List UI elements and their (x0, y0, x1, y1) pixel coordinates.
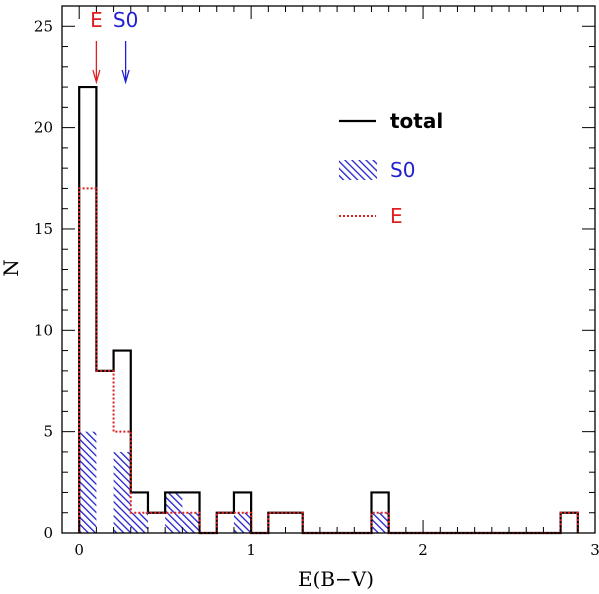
legend-label: S0 (390, 158, 415, 182)
legend: total S0 E (339, 109, 443, 228)
s0-bar (182, 512, 200, 533)
s0-bar (130, 512, 148, 533)
legend-label: E (390, 204, 403, 228)
total-series-line (78, 85, 579, 535)
arrow-head (92, 69, 101, 85)
x-tick-label: 2 (418, 541, 428, 559)
legend-swatch-s0 (339, 160, 377, 180)
s0-bar (233, 512, 252, 533)
arrow-head (121, 69, 130, 85)
plot-frame (61, 5, 596, 534)
s0-bar (165, 492, 183, 533)
y-tick-label: 5 (43, 423, 53, 441)
x-tick-label: 3 (590, 541, 599, 559)
x-axis-title: E(B−V) (298, 567, 374, 591)
y-tick-label: 20 (34, 119, 53, 137)
y-axis-title: N (0, 259, 23, 277)
e-series-line (78, 187, 579, 534)
y-tick-label: 10 (34, 321, 53, 339)
y-tick-label: 0 (43, 524, 53, 542)
y-tick-label: 25 (34, 17, 53, 35)
x-tick-label: 0 (74, 541, 84, 559)
annotation-label: E (90, 8, 103, 32)
s0-bar (371, 512, 389, 533)
annotation-label: S0 (113, 8, 138, 32)
s0-bar (79, 431, 97, 533)
y-tick-label: 15 (34, 220, 53, 238)
s0-bar (113, 451, 131, 533)
legend-label: total (390, 109, 443, 133)
x-tick-label: 1 (246, 541, 256, 559)
